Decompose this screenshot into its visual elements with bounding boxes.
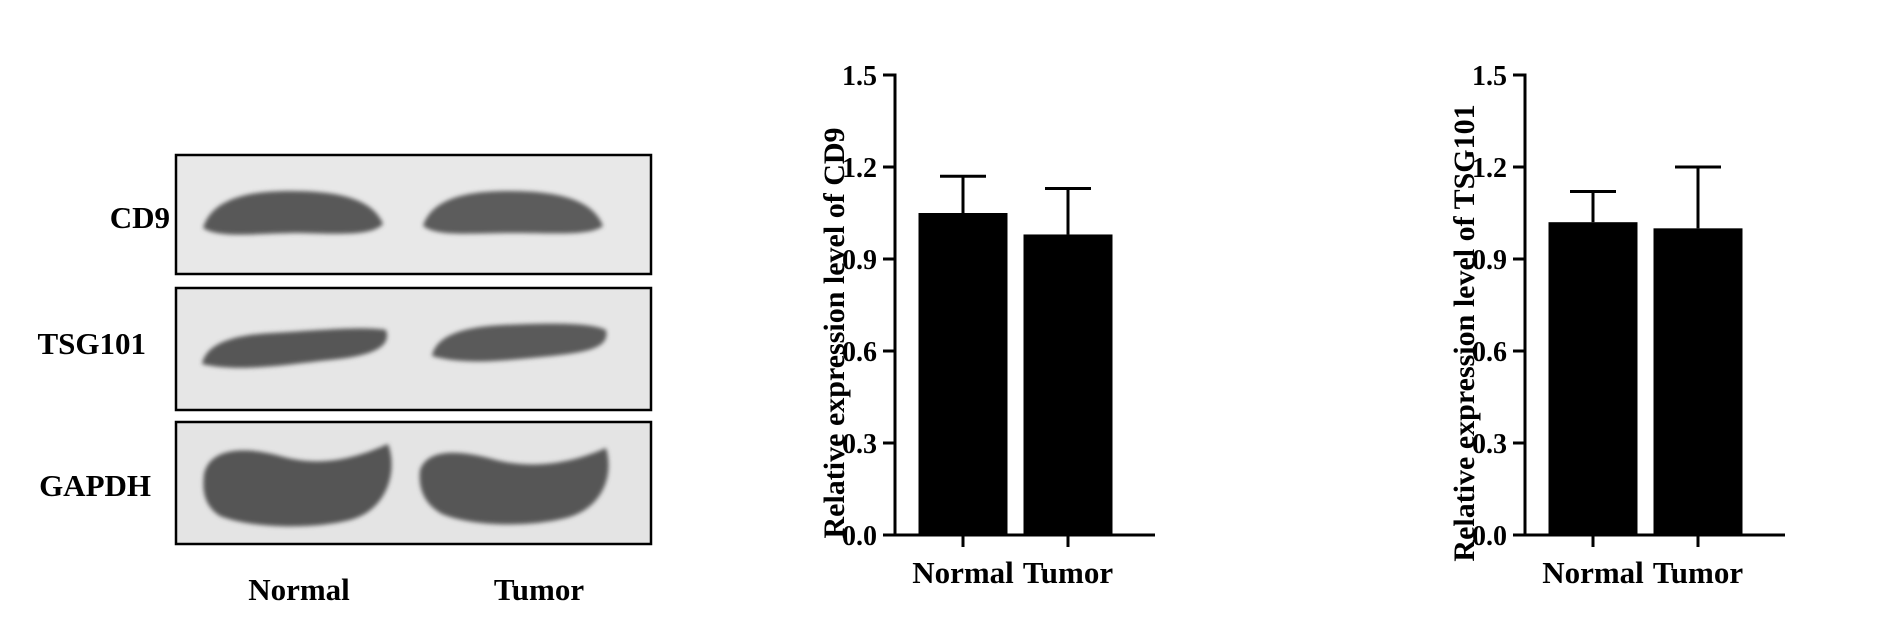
y-tick-label: 1.2 (842, 153, 877, 184)
tsg101-bar-chart: 0.0 0.3 0.6 0.9 1.2 1.5 Normal Tumor Relative ex… (1448, 61, 1785, 590)
blot-band-cd9-tumor (423, 191, 603, 234)
y-tick-label: 0.9 (842, 245, 877, 276)
y-tick-label: 0.6 (842, 337, 877, 368)
y-axis-title: Relative expression level of TSG101 (1448, 104, 1481, 561)
bar-normal (918, 213, 1008, 535)
western-blot-image: CD9 TSG101 GAPDH Normal Tumor (37, 153, 653, 607)
blot-label-cd9: CD9 (110, 200, 170, 235)
cd9-bar-chart: 0.0 0.3 0.6 0.9 1.2 1.5 Normal Tumor Relative ex… (818, 61, 1155, 590)
category-label-tumor: Tumor (1653, 555, 1743, 590)
y-tick-label: 1.5 (842, 61, 877, 92)
y-tick-label: 0.0 (1472, 521, 1507, 552)
bar-tumor (1653, 228, 1743, 536)
y-tick-label: 0.3 (842, 429, 877, 460)
blot-lane-label-tumor: Tumor (494, 572, 584, 607)
category-label-normal: Normal (1542, 555, 1644, 590)
bar-normal (1548, 222, 1638, 535)
blot-lane-label-normal: Normal (248, 572, 350, 607)
y-axis-title: Relative expression level of CD9 (818, 127, 851, 538)
y-tick-label: 0.3 (1472, 429, 1507, 460)
western-blot-panel: CD9 TSG101 GAPDH Normal Tumor (0, 0, 660, 621)
y-tick-label: 1.5 (1472, 61, 1507, 92)
category-label-tumor: Tumor (1023, 555, 1113, 590)
y-tick-label: 1.2 (1472, 153, 1507, 184)
blot-band-gapdh-tumor (419, 448, 609, 525)
bar-tumor (1023, 234, 1113, 535)
y-tick-label: 0.9 (1472, 245, 1507, 276)
blot-band-tsg101-tumor (432, 323, 607, 362)
y-tick-label: 0.6 (1472, 337, 1507, 368)
blot-band-gapdh-normal (203, 444, 392, 527)
blot-label-gapdh: GAPDH (39, 468, 151, 503)
category-label-normal: Normal (912, 555, 1014, 590)
y-tick-label: 0.0 (842, 521, 877, 552)
blot-band-cd9-normal (203, 191, 383, 235)
blot-label-tsg101: TSG101 (37, 326, 146, 361)
blot-band-tsg101-normal (202, 328, 388, 368)
